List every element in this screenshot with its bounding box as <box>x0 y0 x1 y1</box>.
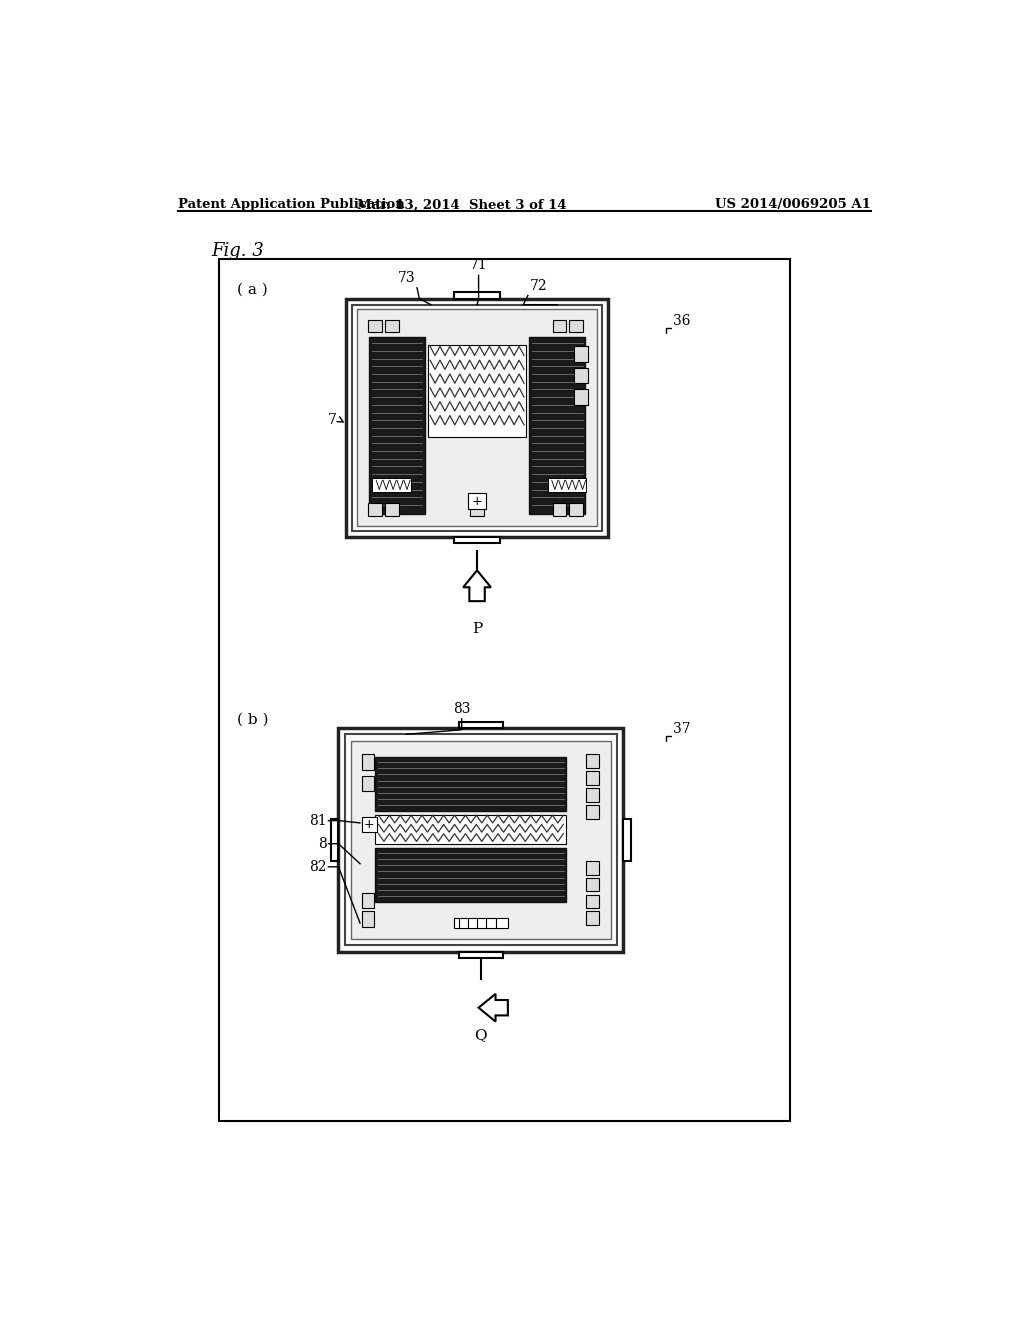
Bar <box>470 503 484 516</box>
Bar <box>553 321 566 333</box>
Text: 8: 8 <box>318 837 327 850</box>
Bar <box>587 895 599 908</box>
Bar <box>454 917 508 928</box>
Bar <box>373 478 411 492</box>
Bar <box>454 537 500 544</box>
Bar <box>587 911 599 925</box>
Bar <box>361 755 374 770</box>
Text: 81: 81 <box>309 813 327 828</box>
Bar <box>587 788 599 803</box>
Bar <box>574 368 588 383</box>
Bar <box>428 345 526 437</box>
Bar <box>376 849 566 903</box>
Bar <box>574 346 588 362</box>
Bar <box>574 389 588 405</box>
Bar <box>587 771 599 785</box>
Text: P: P <box>472 622 482 636</box>
Text: 37: 37 <box>674 722 691 737</box>
Text: Fig. 3: Fig. 3 <box>211 242 264 260</box>
Bar <box>370 337 425 515</box>
Bar <box>331 818 339 862</box>
Bar <box>345 734 617 945</box>
Bar <box>346 298 608 537</box>
Text: 82: 82 <box>309 859 327 874</box>
Bar <box>459 722 503 729</box>
Bar <box>587 805 599 818</box>
Bar <box>361 817 377 832</box>
Bar <box>587 861 599 875</box>
Bar <box>368 321 382 333</box>
Bar <box>376 816 566 845</box>
Text: Q: Q <box>474 1028 487 1043</box>
Text: ( a ): ( a ) <box>237 284 267 297</box>
Bar <box>352 305 602 531</box>
Bar <box>368 503 382 516</box>
Bar <box>385 321 398 333</box>
Bar <box>376 758 566 812</box>
Text: ( b ): ( b ) <box>237 713 268 727</box>
Bar <box>587 755 599 768</box>
Bar <box>468 494 486 508</box>
Bar <box>624 818 631 862</box>
Bar <box>385 503 398 516</box>
Text: 7: 7 <box>328 413 337 428</box>
Bar <box>553 503 566 516</box>
Bar <box>454 293 500 298</box>
Text: US 2014/0069205 A1: US 2014/0069205 A1 <box>716 198 871 211</box>
Text: Patent Application Publication: Patent Application Publication <box>178 198 406 211</box>
Bar <box>357 309 597 527</box>
Bar <box>361 776 374 792</box>
Bar <box>339 729 624 952</box>
Text: +: + <box>364 818 375 832</box>
Text: +: + <box>472 495 482 508</box>
Text: 36: 36 <box>674 314 691 327</box>
FancyArrow shape <box>463 570 490 601</box>
Text: 73: 73 <box>398 272 416 285</box>
Text: Mar. 13, 2014  Sheet 3 of 14: Mar. 13, 2014 Sheet 3 of 14 <box>356 198 566 211</box>
FancyArrow shape <box>478 994 508 1022</box>
Bar <box>351 741 611 940</box>
Bar <box>569 503 584 516</box>
Text: 71: 71 <box>470 259 487 272</box>
Bar <box>587 878 599 891</box>
Bar <box>569 321 584 333</box>
Bar <box>529 337 585 515</box>
Bar <box>361 911 374 927</box>
Text: 72: 72 <box>529 279 547 293</box>
Bar <box>459 952 503 958</box>
Bar <box>361 894 374 908</box>
Bar <box>219 259 791 1121</box>
Text: 83: 83 <box>453 702 470 715</box>
Bar <box>548 478 587 492</box>
